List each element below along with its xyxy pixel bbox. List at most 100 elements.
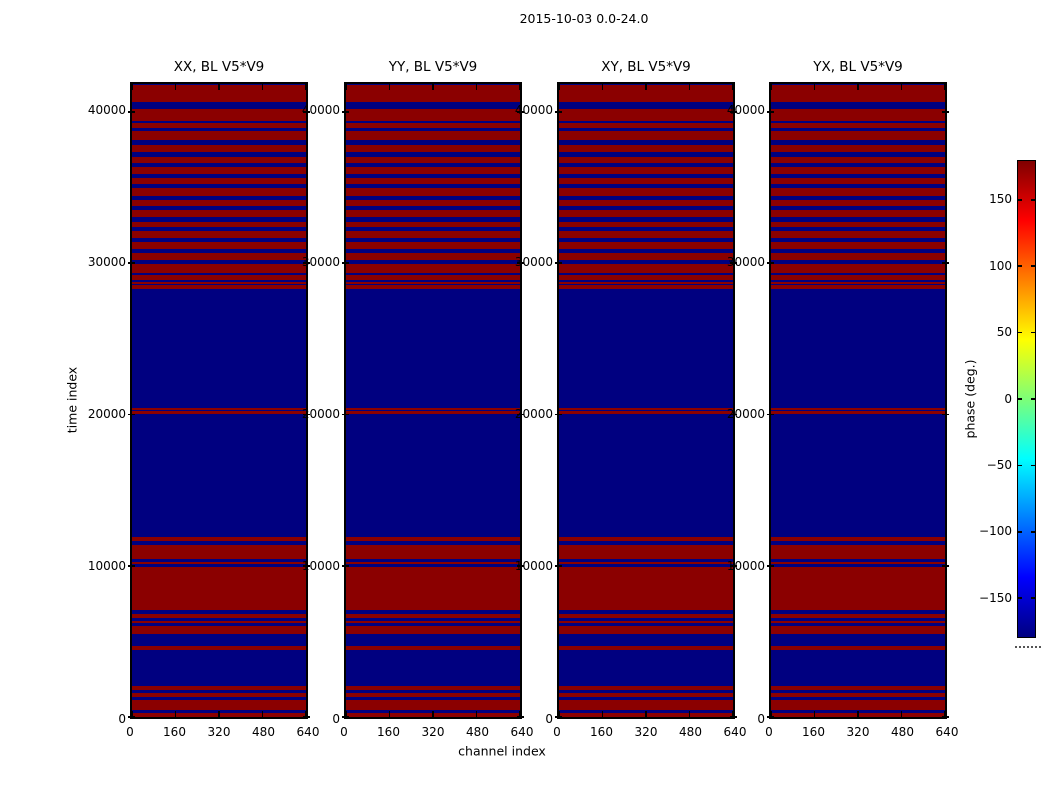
phase-band bbox=[132, 108, 306, 121]
y-tick-mark bbox=[303, 262, 310, 265]
phase-band bbox=[346, 231, 520, 238]
phase-band bbox=[559, 564, 733, 567]
phase-band bbox=[132, 537, 306, 542]
phase-band bbox=[559, 195, 733, 201]
x-tick-label: 320 bbox=[634, 725, 658, 739]
phase-band bbox=[559, 252, 733, 260]
y-tick-label: 20000 bbox=[87, 407, 126, 422]
phase-band bbox=[132, 184, 306, 189]
y-tick-mark bbox=[517, 716, 524, 718]
x-tick-mark bbox=[770, 711, 772, 717]
plot-area bbox=[555, 82, 737, 719]
phase-band bbox=[559, 617, 733, 621]
y-tick-mark bbox=[555, 564, 562, 567]
phase-band bbox=[132, 289, 306, 408]
x-tick-mark bbox=[732, 711, 734, 717]
x-tick-label: 160 bbox=[163, 725, 186, 739]
x-tick-mark bbox=[601, 711, 604, 717]
phase-band bbox=[771, 259, 945, 264]
phase-band bbox=[559, 237, 733, 243]
phase-band bbox=[771, 617, 945, 621]
phase-band bbox=[346, 284, 520, 286]
phase-band bbox=[132, 272, 306, 275]
phase-band bbox=[771, 561, 945, 565]
phase-band bbox=[132, 544, 306, 560]
phase-band bbox=[132, 690, 306, 694]
phase-band bbox=[132, 280, 306, 282]
phase-band bbox=[559, 285, 733, 290]
phase-band bbox=[346, 566, 520, 611]
phase-band bbox=[346, 227, 520, 232]
phase-band bbox=[132, 696, 306, 700]
phase-band bbox=[771, 613, 945, 618]
x-tick-label: 0 bbox=[765, 725, 773, 739]
phase-band bbox=[346, 690, 520, 694]
panel-title: YY, BL V5*V9 bbox=[388, 59, 478, 75]
colorbar-tick-mark bbox=[1017, 331, 1022, 334]
x-tick-mark bbox=[732, 84, 734, 90]
phase-band bbox=[771, 248, 945, 253]
phase-stripes bbox=[346, 84, 520, 718]
phase-band bbox=[559, 541, 733, 545]
x-tick-mark bbox=[305, 84, 307, 90]
phase-band bbox=[346, 289, 520, 408]
phase-band bbox=[771, 263, 945, 273]
x-tick-label: 640 bbox=[723, 725, 747, 739]
phase-band bbox=[771, 693, 945, 697]
x-tick-mark bbox=[218, 84, 220, 90]
phase-band bbox=[346, 281, 520, 285]
phase-band bbox=[346, 646, 520, 651]
phase-band bbox=[559, 178, 733, 185]
phase-band bbox=[346, 127, 520, 132]
x-tick-label: 480 bbox=[466, 725, 489, 739]
phase-band bbox=[559, 120, 733, 124]
phase-band bbox=[771, 131, 945, 140]
colorbar-tick-mark bbox=[1031, 331, 1036, 334]
x-tick-mark bbox=[900, 711, 903, 717]
phase-band bbox=[346, 280, 520, 282]
phase-band bbox=[346, 139, 520, 145]
colorbar-tick-mark bbox=[1017, 398, 1022, 400]
phase-band bbox=[559, 156, 733, 163]
phase-band bbox=[346, 263, 520, 273]
phase-band bbox=[559, 139, 733, 145]
x-tick-mark bbox=[388, 84, 391, 90]
phase-band bbox=[559, 626, 733, 635]
x-tick-label: 160 bbox=[590, 725, 613, 739]
x-tick-mark bbox=[558, 84, 560, 90]
phase-band bbox=[132, 646, 306, 651]
phase-band bbox=[559, 696, 733, 700]
phase-band bbox=[132, 617, 306, 621]
x-tick-mark bbox=[261, 84, 264, 90]
colorbar-tick-mark bbox=[1031, 464, 1036, 467]
phase-band bbox=[771, 646, 945, 651]
y-tick-mark bbox=[555, 413, 562, 416]
phase-band bbox=[132, 284, 306, 286]
phase-band bbox=[132, 173, 306, 179]
y-tick-label: 20000 bbox=[301, 407, 340, 422]
phase-band bbox=[132, 206, 306, 211]
phase-band bbox=[559, 281, 733, 285]
x-tick-label: 0 bbox=[553, 725, 561, 739]
phase-band bbox=[559, 166, 733, 174]
phase-band bbox=[346, 210, 520, 217]
y-tick-mark bbox=[342, 413, 349, 416]
phase-band bbox=[559, 537, 733, 542]
x-tick-mark bbox=[131, 84, 133, 90]
colorbar-tick-label: −50 bbox=[986, 457, 1012, 472]
phase-band bbox=[771, 626, 945, 635]
phase-band bbox=[346, 131, 520, 140]
y-tick-mark bbox=[128, 564, 135, 567]
phase-band bbox=[771, 206, 945, 211]
phase-band bbox=[559, 274, 733, 281]
phase-band bbox=[559, 280, 733, 282]
x-tick-mark bbox=[944, 84, 946, 90]
phase-band bbox=[771, 411, 945, 414]
phase-band bbox=[771, 227, 945, 232]
x-tick-mark bbox=[475, 711, 478, 717]
phase-band bbox=[132, 564, 306, 567]
y-tick-mark bbox=[303, 111, 310, 113]
x-tick-mark bbox=[688, 84, 691, 90]
phase-band bbox=[346, 120, 520, 124]
